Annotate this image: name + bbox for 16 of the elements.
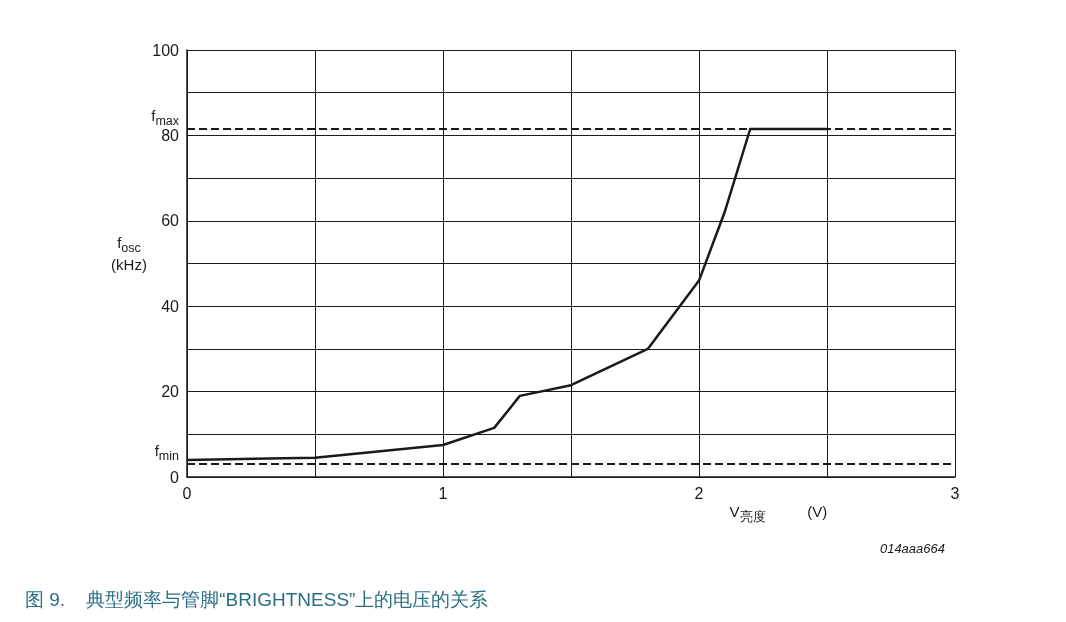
y-tick-label: 80 — [161, 126, 180, 144]
y-tick-label: 40 — [161, 297, 180, 315]
ref-line-label: f$_{min}$ — [154, 442, 179, 465]
text: 014aaa664 — [879, 541, 946, 556]
ref-line-label: f$_{max}$ — [151, 106, 179, 128]
text: 图 9. 典型频率与管脚“BRIGHTNESS”上的电压的关系 — [25, 589, 489, 610]
text: V$_{亮度}$ (V) — [729, 503, 828, 524]
y-tick-label: 20 — [161, 383, 180, 401]
y-tick-label: 60 — [161, 212, 180, 230]
y-tick-label: 0 — [170, 468, 180, 486]
y-tick-label: 100 — [152, 41, 180, 59]
x-tick-label: 0 — [182, 484, 192, 502]
x-tick-label: 2 — [694, 484, 704, 502]
y-axis-title: f$_{osc}$ (kHz) — [111, 233, 147, 274]
x-tick-label: 3 — [950, 484, 960, 502]
x-tick-label: 1 — [438, 484, 448, 502]
